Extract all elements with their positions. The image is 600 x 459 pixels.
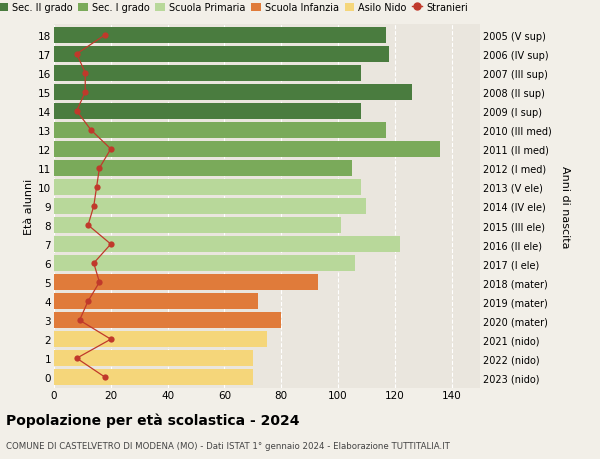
Bar [54,179,361,196]
Text: COMUNE DI CASTELVETRO DI MODENA (MO) - Dati ISTAT 1° gennaio 2024 - Elaborazione: COMUNE DI CASTELVETRO DI MODENA (MO) - D… [6,441,450,450]
Y-axis label: Anni di nascita: Anni di nascita [560,165,570,248]
Bar [54,331,267,347]
Bar [54,66,361,82]
Bar [54,218,341,234]
Text: Popolazione per età scolastica - 2024: Popolazione per età scolastica - 2024 [6,413,299,428]
Bar [54,104,361,120]
Bar [54,274,318,291]
Bar [54,256,355,272]
Legend: Sec. II grado, Sec. I grado, Scuola Primaria, Scuola Infanzia, Asilo Nido, Stran: Sec. II grado, Sec. I grado, Scuola Prim… [0,3,468,13]
Y-axis label: Età alunni: Età alunni [24,179,34,235]
Bar [54,313,281,329]
Bar [54,198,367,215]
Bar [54,161,352,177]
Bar [54,293,259,309]
Bar [54,141,440,157]
Bar [54,369,253,386]
Bar [54,350,253,366]
Bar [54,84,412,101]
Bar [54,28,386,44]
Bar [54,47,389,63]
Bar [54,236,400,252]
Bar [54,123,386,139]
